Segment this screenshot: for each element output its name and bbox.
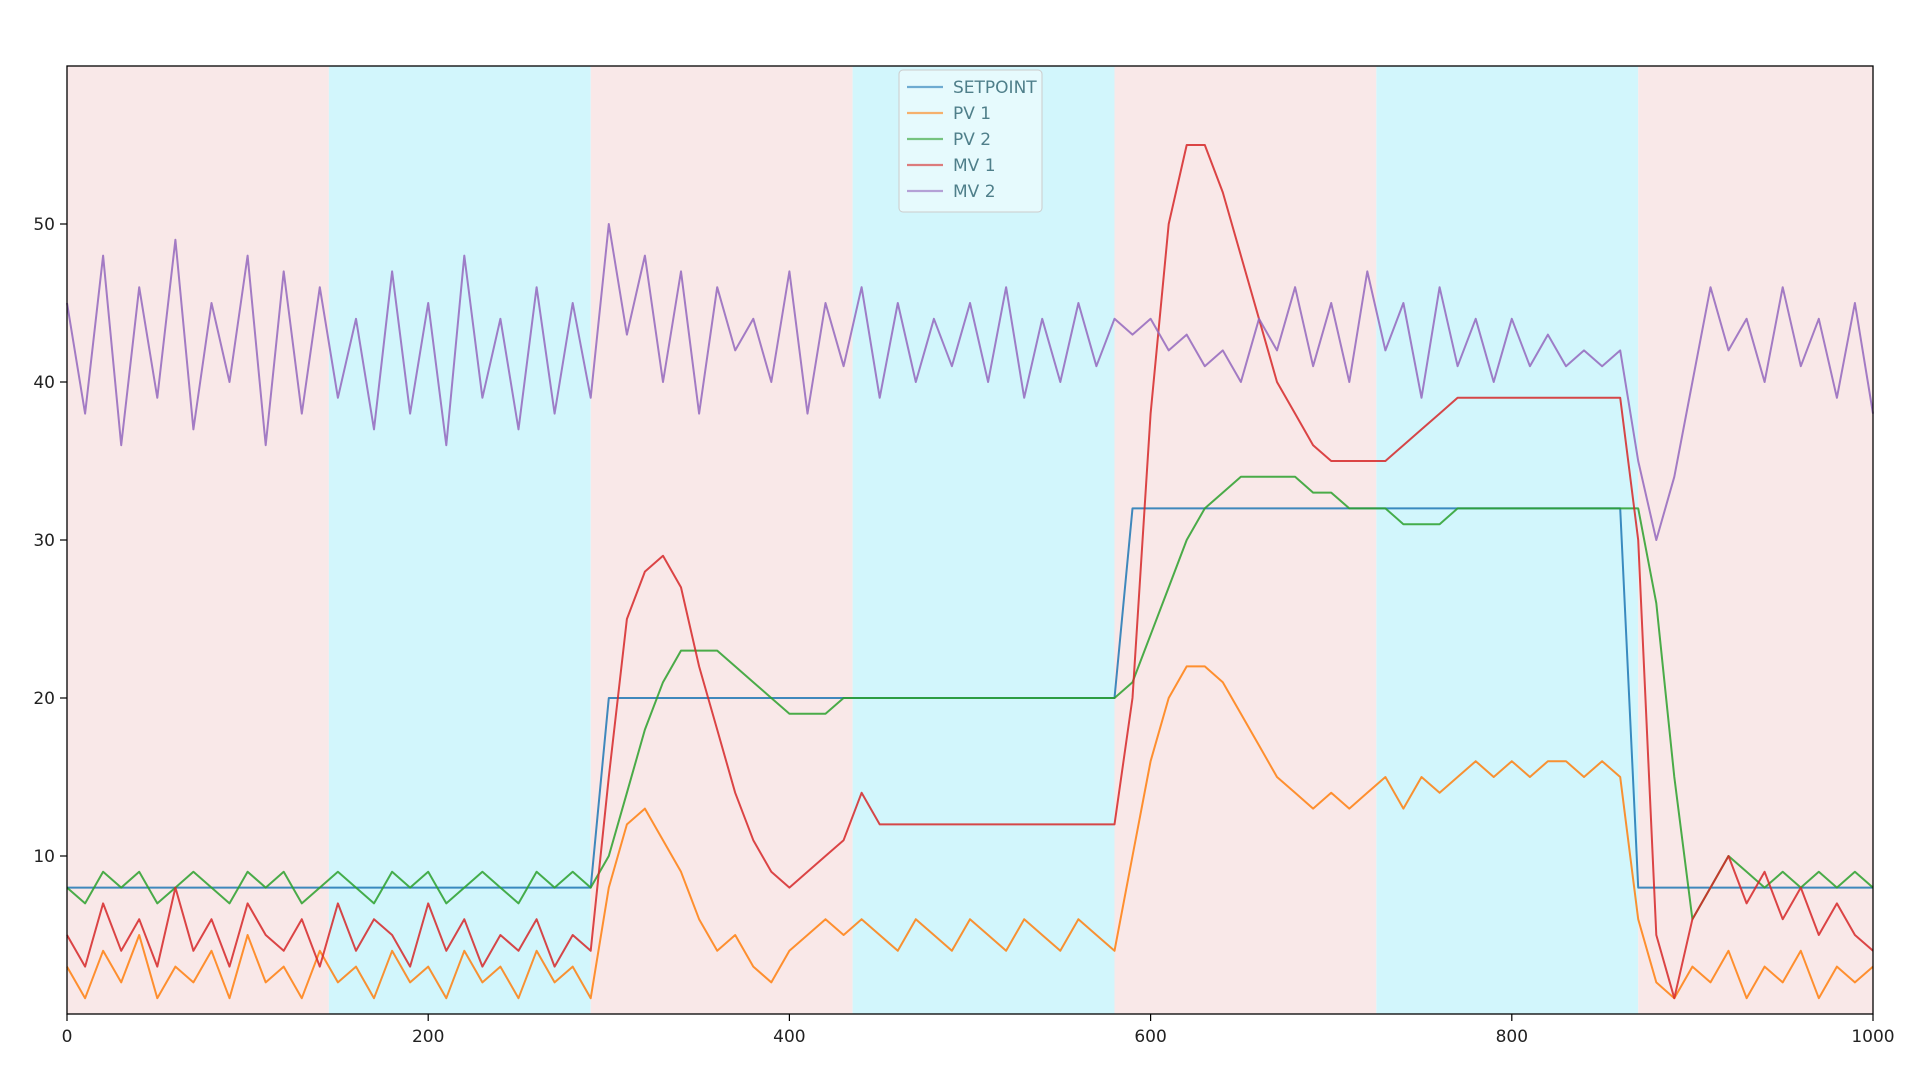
legend: SETPOINT PV 1 PV 2 MV 1 MV 2 xyxy=(898,69,1043,213)
y-tick-label: 10 xyxy=(33,847,55,867)
series-line-pv-1 xyxy=(66,665,1874,1000)
legend-entry: PV 2 xyxy=(953,130,991,150)
legend-entry: MV 1 xyxy=(953,156,996,176)
series-line-mv-1 xyxy=(66,144,1874,1000)
y-tick-label: 30 xyxy=(33,531,55,551)
series-line-mv-2 xyxy=(66,223,1874,541)
legend-entry: SETPOINT xyxy=(953,78,1037,98)
x-tick-label: 200 xyxy=(412,1027,444,1047)
x-tick-label: 800 xyxy=(1496,1027,1528,1047)
series-line-pv-2 xyxy=(66,475,1874,921)
y-tick-label: 20 xyxy=(33,689,55,709)
y-tick-label: 50 xyxy=(33,215,55,235)
x-axis: 0 200 400 600 800 1000 xyxy=(62,1014,1895,1047)
series-layer xyxy=(66,144,1874,1000)
phase-band xyxy=(1638,66,1873,1014)
phase-band xyxy=(328,66,591,1014)
phase-band xyxy=(590,66,853,1014)
phase-band xyxy=(852,66,1115,1014)
y-axis: 10 20 30 40 50 xyxy=(33,215,67,867)
phase-band xyxy=(1114,66,1377,1014)
x-tick-label: 600 xyxy=(1134,1027,1166,1047)
x-tick-label: 0 xyxy=(62,1027,73,1047)
phase-band xyxy=(67,66,329,1014)
phase-band xyxy=(1376,66,1639,1014)
legend-entry: MV 2 xyxy=(953,182,996,202)
x-tick-label: 1000 xyxy=(1851,1027,1894,1047)
legend-box xyxy=(898,69,1043,213)
legend-entry: PV 1 xyxy=(953,104,991,124)
phase-bands xyxy=(67,66,1873,1014)
x-tick-label: 400 xyxy=(773,1027,805,1047)
y-tick-label: 40 xyxy=(33,373,55,393)
